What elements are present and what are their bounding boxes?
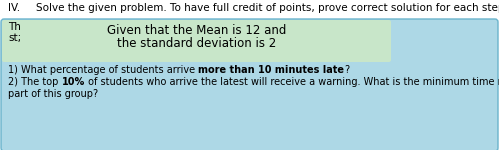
Text: Solve the given problem. To have full credit of points, prove correct solution f: Solve the given problem. To have full cr… — [36, 3, 499, 13]
Text: the standard deviation is 2: the standard deviation is 2 — [117, 37, 276, 50]
Text: 2) The top: 2) The top — [8, 77, 61, 87]
Text: st;: st; — [8, 33, 21, 43]
Text: more than 10 minutes late: more than 10 minutes late — [198, 65, 344, 75]
Text: 10%: 10% — [61, 77, 85, 87]
Text: part of this group?: part of this group? — [8, 89, 98, 99]
Text: 1) What percentage of students arrive: 1) What percentage of students arrive — [8, 65, 198, 75]
FancyBboxPatch shape — [2, 20, 391, 62]
Text: Given that the Mean is 12 and: Given that the Mean is 12 and — [107, 24, 286, 37]
Text: IV.: IV. — [8, 3, 20, 13]
Text: Th: Th — [8, 22, 21, 32]
Text: ?: ? — [344, 65, 349, 75]
FancyBboxPatch shape — [1, 19, 498, 150]
Text: of students who arrive the latest will receive a warning. What is the minimum ti: of students who arrive the latest will r… — [85, 77, 499, 87]
